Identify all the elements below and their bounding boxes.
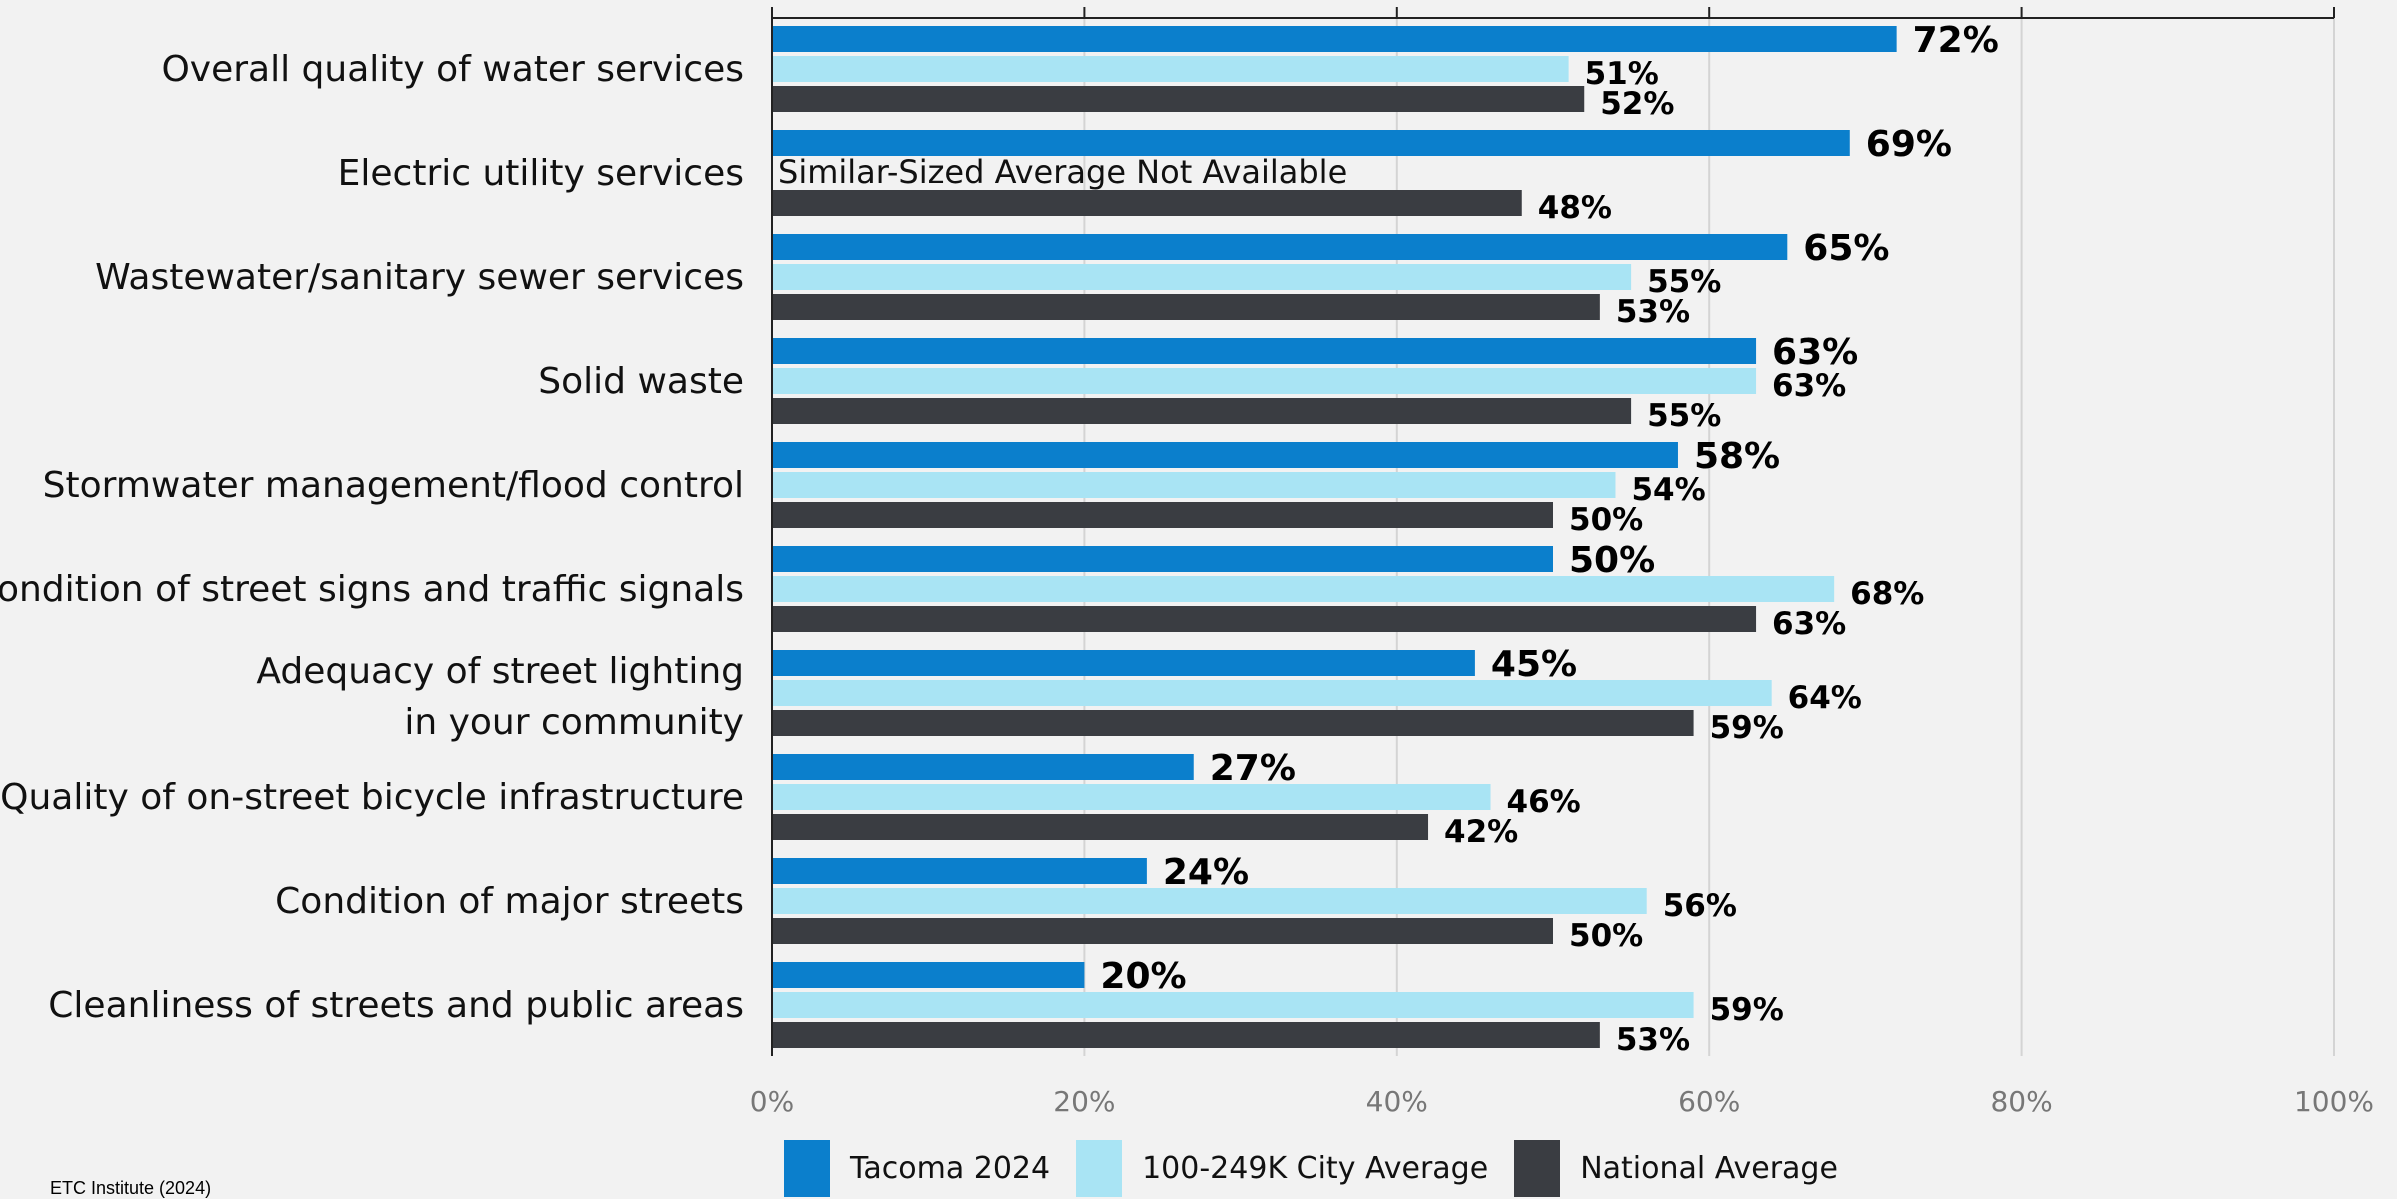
value-label: 55%	[1647, 264, 1721, 300]
bar-national-average	[772, 1022, 1600, 1048]
category-label: Cleanliness of streets and public areas	[48, 985, 744, 1026]
x-tick-label: 40%	[1366, 1085, 1428, 1118]
bar-national-average	[772, 918, 1553, 944]
bar-national-average	[772, 190, 1522, 216]
bar-100-249k-city-average	[772, 576, 1835, 602]
bar-tacoma-2024	[772, 26, 1897, 52]
legend-item: Tacoma 2024	[784, 1140, 1050, 1197]
value-label: 55%	[1647, 398, 1721, 434]
value-label: 68%	[1850, 576, 1924, 612]
bar-tacoma-2024	[772, 650, 1475, 676]
bar-tacoma-2024	[772, 338, 1757, 364]
x-tick-label: 60%	[1678, 1085, 1740, 1118]
value-label: 63%	[1772, 368, 1846, 404]
value-label: 46%	[1507, 784, 1581, 820]
legend-swatch	[1076, 1140, 1123, 1197]
bar-100-249k-city-average	[772, 992, 1694, 1018]
category-label: Stormwater management/flood control	[43, 465, 744, 506]
legend: Tacoma 2024 100-249K City Average National…	[784, 1140, 1864, 1197]
value-label: 63%	[1772, 606, 1846, 642]
bar-national-average	[772, 606, 1757, 632]
category-label: Quality of on-street bicycle infrastruct…	[0, 777, 744, 818]
value-label: 42%	[1444, 814, 1518, 850]
x-tick-label: 20%	[1053, 1085, 1115, 1118]
value-label: 45%	[1491, 644, 1577, 685]
category-label: Adequacy of street lighting	[256, 651, 744, 692]
bar-national-average	[772, 294, 1600, 320]
value-label: 65%	[1803, 228, 1889, 269]
bar-national-average	[772, 710, 1694, 736]
value-label: 58%	[1694, 436, 1780, 477]
bar-tacoma-2024	[772, 234, 1788, 260]
category-label: Overall quality of water services	[161, 49, 744, 90]
value-label: 59%	[1710, 710, 1784, 746]
value-label: 50%	[1569, 540, 1655, 581]
not-available-label: Similar-Sized Average Not Available	[778, 153, 1347, 191]
value-label: 54%	[1631, 472, 1705, 508]
bar-national-average	[772, 86, 1585, 112]
x-tick-label: 0%	[750, 1085, 794, 1118]
bar-100-249k-city-average	[772, 264, 1632, 290]
bar-100-249k-city-average	[772, 368, 1757, 394]
value-label: 51%	[1585, 56, 1659, 92]
value-label: 56%	[1663, 888, 1737, 924]
bar-national-average	[772, 398, 1632, 424]
bar-chart: 0% 20% 40% 60% 80% 100% Overall quality of wat…	[0, 7, 2374, 1118]
legend-swatch	[1514, 1140, 1561, 1197]
bar-100-249k-city-average	[772, 56, 1569, 82]
bar-100-249k-city-average	[772, 680, 1772, 706]
bar-tacoma-2024	[772, 546, 1553, 572]
bar-tacoma-2024	[772, 962, 1085, 988]
legend-swatch	[784, 1140, 830, 1197]
bar-tacoma-2024	[772, 754, 1194, 780]
value-label: 50%	[1569, 502, 1643, 538]
bar-tacoma-2024	[772, 858, 1147, 884]
value-label: 52%	[1600, 86, 1674, 122]
legend-item: National Average	[1514, 1140, 1838, 1197]
bar-100-249k-city-average	[772, 784, 1491, 810]
bar-tacoma-2024	[772, 442, 1678, 468]
value-label: 48%	[1538, 190, 1612, 226]
source-note: ETC Institute (2024)	[50, 1178, 212, 1198]
x-tick-label: 100%	[2294, 1085, 2374, 1118]
category-label: Condition of street signs and traffic si…	[0, 569, 744, 610]
value-label: 69%	[1866, 124, 1952, 165]
value-label: 27%	[1210, 748, 1296, 789]
bar-national-average	[772, 502, 1553, 528]
value-label: 20%	[1100, 956, 1186, 997]
legend-label: 100-249K City Average	[1142, 1151, 1489, 1186]
category-label: Electric utility services	[338, 153, 744, 194]
value-label: 64%	[1788, 680, 1862, 716]
bar-100-249k-city-average	[772, 888, 1647, 914]
value-label: 53%	[1616, 1022, 1690, 1058]
legend-item: 100-249K City Average	[1076, 1140, 1488, 1197]
x-tick-label: 80%	[1990, 1085, 2052, 1118]
value-label: 72%	[1913, 20, 1999, 61]
category-label: Condition of major streets	[275, 881, 744, 922]
value-label: 59%	[1710, 992, 1784, 1028]
value-label: 24%	[1163, 852, 1249, 893]
legend-label: National Average	[1580, 1151, 1838, 1186]
category-label: Wastewater/sanitary sewer services	[95, 257, 744, 298]
value-label: 63%	[1772, 332, 1858, 373]
bar-national-average	[772, 814, 1429, 840]
value-label: 53%	[1616, 294, 1690, 330]
category-label: Solid waste	[538, 361, 744, 402]
bar-100-249k-city-average	[772, 472, 1616, 498]
legend-label: Tacoma 2024	[850, 1151, 1051, 1186]
category-label: in your community	[404, 702, 744, 743]
value-label: 50%	[1569, 918, 1643, 954]
bar-tacoma-2024	[772, 130, 1850, 156]
